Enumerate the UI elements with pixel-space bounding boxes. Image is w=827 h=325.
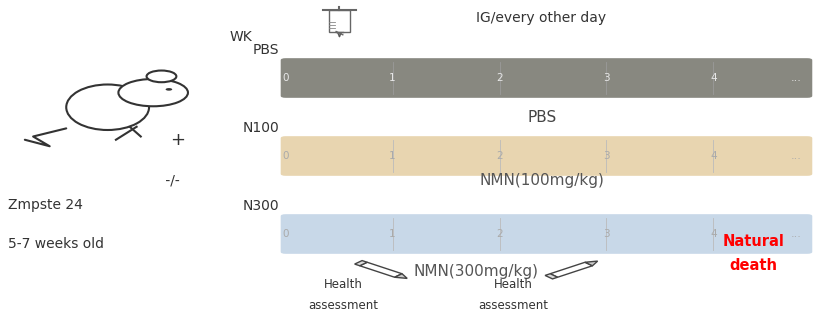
Text: N100: N100 [242, 121, 279, 135]
Polygon shape [585, 261, 597, 266]
Text: 1: 1 [389, 229, 395, 239]
Text: Health
assessment: Health assessment [308, 278, 378, 312]
Text: 2: 2 [495, 229, 502, 239]
Polygon shape [394, 274, 407, 279]
Text: IG/every other day: IG/every other day [476, 11, 605, 25]
Text: 2: 2 [495, 73, 502, 83]
Text: 4: 4 [710, 151, 716, 161]
Text: WK: WK [230, 30, 252, 45]
Circle shape [165, 88, 172, 91]
Text: -/-: -/- [161, 173, 180, 188]
FancyBboxPatch shape [280, 58, 811, 98]
Text: 0: 0 [282, 229, 289, 239]
Text: ...: ... [790, 229, 801, 239]
Text: N300: N300 [242, 199, 279, 213]
Text: +: + [170, 131, 185, 149]
Text: NMN(300mg/kg): NMN(300mg/kg) [414, 264, 538, 279]
Text: 0: 0 [282, 73, 289, 83]
Text: 5-7 weeks old: 5-7 weeks old [8, 237, 104, 251]
Text: ...: ... [790, 73, 801, 83]
Text: 1: 1 [389, 151, 395, 161]
Text: PBS: PBS [252, 43, 279, 57]
Polygon shape [544, 274, 557, 279]
Ellipse shape [66, 84, 149, 130]
FancyBboxPatch shape [280, 214, 811, 254]
Polygon shape [549, 262, 592, 277]
Text: Zmpste 24: Zmpste 24 [8, 198, 83, 212]
Text: 2: 2 [495, 151, 502, 161]
Text: 3: 3 [602, 151, 609, 161]
Text: 3: 3 [602, 73, 609, 83]
Polygon shape [354, 261, 366, 266]
Text: 4: 4 [710, 73, 716, 83]
Text: NMN(100mg/kg): NMN(100mg/kg) [480, 173, 604, 188]
Text: Natural
death: Natural death [722, 234, 783, 273]
Circle shape [146, 71, 176, 82]
FancyBboxPatch shape [328, 10, 350, 32]
Text: 3: 3 [602, 229, 609, 239]
Text: 1: 1 [389, 73, 395, 83]
Text: ...: ... [790, 151, 801, 161]
FancyBboxPatch shape [280, 136, 811, 176]
Text: Health
assessment: Health assessment [478, 278, 547, 312]
Text: PBS: PBS [527, 110, 557, 125]
Polygon shape [359, 262, 402, 277]
Circle shape [118, 79, 188, 106]
Text: 0: 0 [282, 151, 289, 161]
Text: 4: 4 [710, 229, 716, 239]
